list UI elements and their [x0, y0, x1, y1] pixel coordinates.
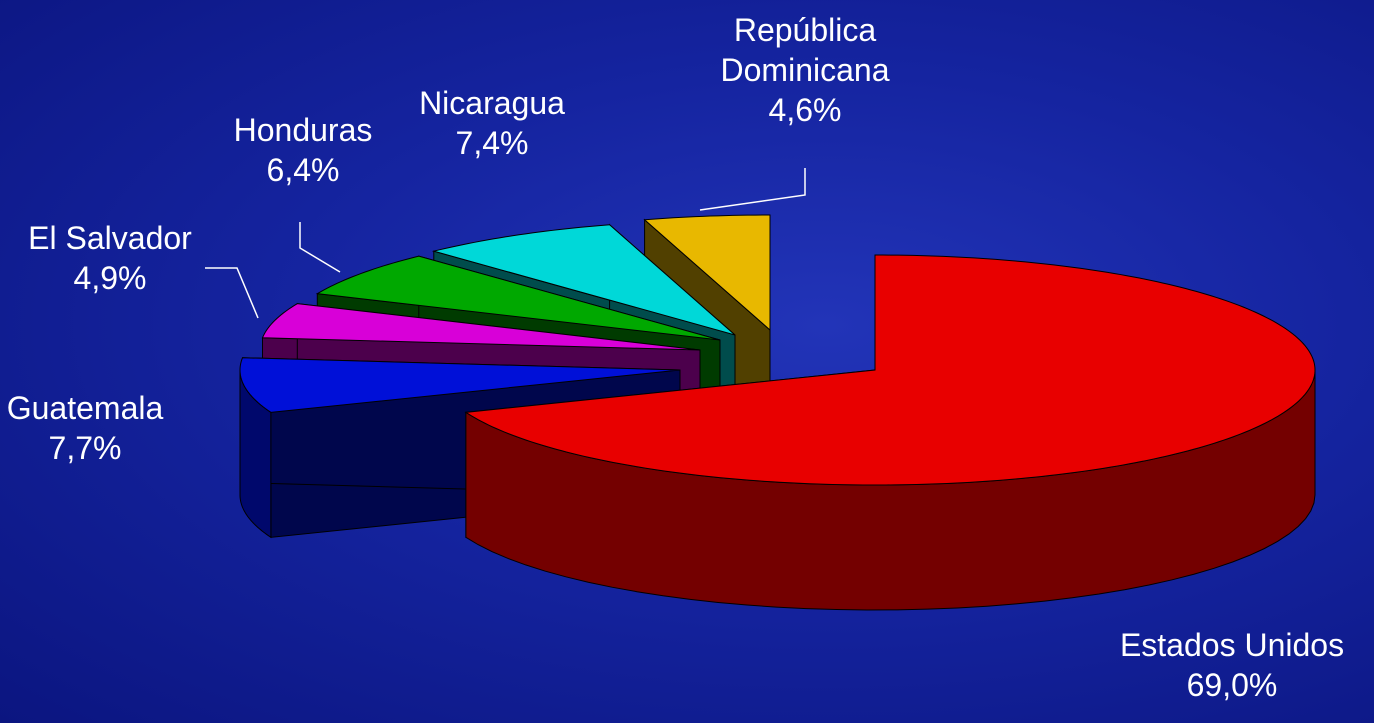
slice-top	[643, 214, 771, 332]
slice	[464, 254, 1316, 611]
value-label: 6,4%	[266, 152, 340, 188]
value-label: 7,4%	[455, 125, 529, 161]
slice-top	[464, 254, 1316, 486]
category-label: Nicaragua	[419, 85, 565, 121]
pie	[239, 214, 1316, 611]
category-label: El Salvador	[28, 220, 192, 256]
leader-line	[299, 222, 341, 273]
leader-line	[699, 168, 806, 211]
slice-label: Honduras 6,4%	[178, 110, 428, 190]
slice-top	[315, 255, 721, 341]
category-label: Estados Unidos	[1119, 627, 1345, 663]
category-label: Guatemala	[6, 390, 164, 426]
value-label: 7,7%	[48, 430, 122, 466]
slice-label: Nicaragua 7,4%	[367, 83, 617, 163]
category-label: República Dominicana	[720, 12, 890, 88]
value-label: 4,9%	[73, 260, 147, 296]
category-label: Honduras	[233, 112, 373, 148]
leader-line	[205, 267, 259, 319]
slice-top	[261, 303, 701, 351]
value-label: 4,6%	[768, 92, 842, 128]
slice-top	[239, 357, 681, 413]
slice-label: Estados Unidos 69,0%	[1082, 625, 1374, 705]
leader-lines	[205, 168, 806, 319]
slice-label: República Dominicana 4,6%	[690, 10, 920, 130]
slice-label: Guatemala 7,7%	[0, 388, 210, 468]
value-label: 69,0%	[1186, 667, 1278, 703]
slice-top	[431, 224, 736, 336]
slice-label: El Salvador 4,9%	[0, 218, 235, 298]
